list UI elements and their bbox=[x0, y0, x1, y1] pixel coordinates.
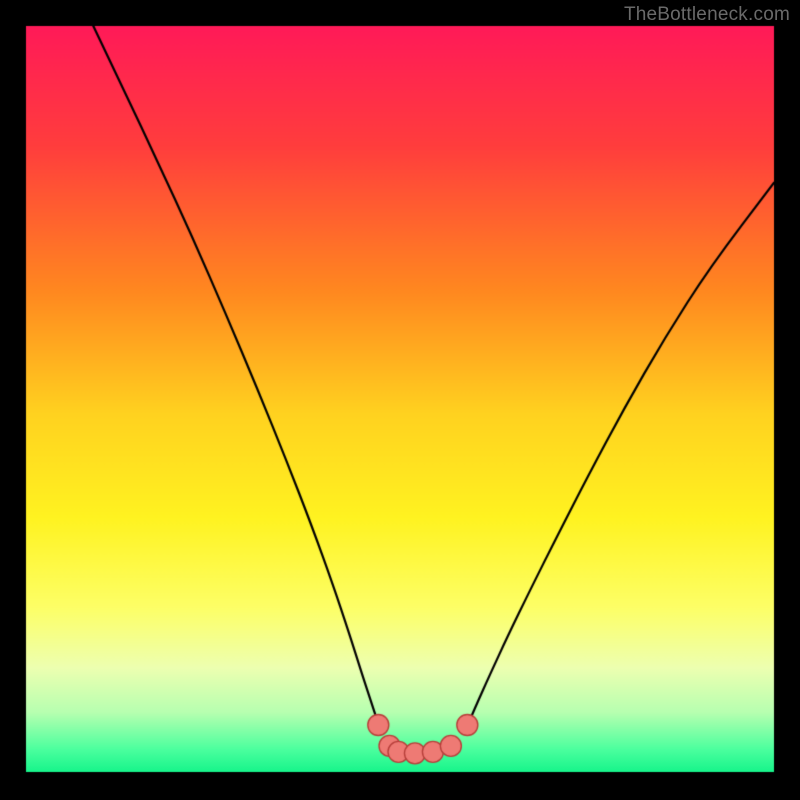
chart-canvas bbox=[0, 0, 800, 800]
chart-stage: TheBottleneck.com bbox=[0, 0, 800, 800]
watermark-text: TheBottleneck.com bbox=[624, 4, 790, 26]
